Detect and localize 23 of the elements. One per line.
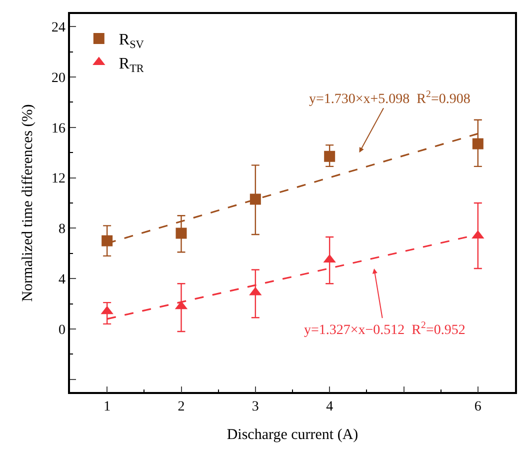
point — [176, 228, 187, 239]
y-tick-label: 12 — [51, 172, 66, 187]
point — [324, 150, 336, 162]
point — [250, 194, 261, 205]
annotation: y=1.327×x−0.512 R$^{2}$=0.952 — [304, 320, 466, 338]
x-tick-label: 2 — [178, 400, 185, 415]
x-tick-label: 1 — [104, 400, 111, 415]
point — [472, 138, 484, 150]
x-tick-label: 3 — [252, 400, 259, 415]
annotation: y=1.730×x+5.098 R$^{2}$=0.908 — [309, 89, 470, 107]
y-tick-label: 4 — [58, 272, 66, 288]
y-tick-label: 8 — [58, 222, 66, 238]
y-tick-label: 16 — [51, 121, 66, 136]
legend-label: R$_{SV}$ — [118, 32, 144, 52]
legend-label: R$_{TR}$ — [118, 56, 144, 75]
y-tick-label: 0 — [58, 322, 66, 338]
x-axis-title: Discharge current (A) — [226, 427, 358, 444]
point — [102, 235, 113, 246]
x-tick-label: 6 — [474, 400, 482, 415]
y-tick-label: 20 — [51, 70, 66, 86]
y-tick-label: 24 — [51, 20, 66, 36]
x-tick-label: 4 — [326, 400, 334, 415]
y-axis-title: Normalized time differences (%) — [20, 104, 36, 302]
